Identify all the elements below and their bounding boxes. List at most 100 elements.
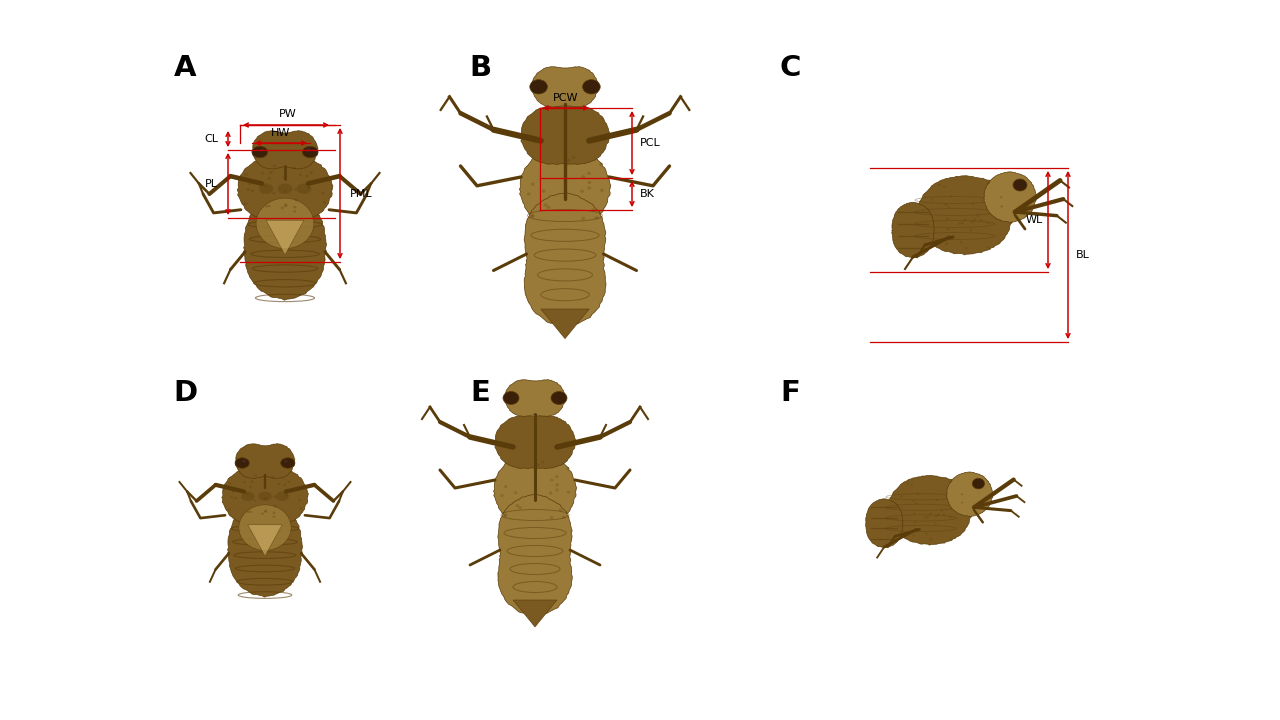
Ellipse shape <box>934 522 937 525</box>
Ellipse shape <box>259 184 274 194</box>
Ellipse shape <box>961 222 964 224</box>
Ellipse shape <box>913 534 915 536</box>
Ellipse shape <box>960 493 963 495</box>
Polygon shape <box>865 499 902 548</box>
Polygon shape <box>494 452 577 528</box>
Polygon shape <box>237 158 333 220</box>
Ellipse shape <box>961 501 964 503</box>
Ellipse shape <box>581 175 585 179</box>
Text: PML: PML <box>349 189 372 199</box>
Polygon shape <box>504 379 566 416</box>
Ellipse shape <box>973 478 984 489</box>
Ellipse shape <box>244 174 247 176</box>
Ellipse shape <box>945 243 948 245</box>
Text: BK: BK <box>640 189 655 199</box>
Ellipse shape <box>284 204 287 206</box>
Polygon shape <box>236 444 294 479</box>
Polygon shape <box>892 202 934 258</box>
Ellipse shape <box>256 198 314 248</box>
Ellipse shape <box>278 482 280 485</box>
Ellipse shape <box>298 174 302 176</box>
Ellipse shape <box>273 516 275 518</box>
Ellipse shape <box>283 176 287 179</box>
Ellipse shape <box>549 492 552 495</box>
Text: WL: WL <box>1025 215 1043 225</box>
Ellipse shape <box>236 458 250 468</box>
Ellipse shape <box>970 221 974 223</box>
Ellipse shape <box>915 502 918 505</box>
Ellipse shape <box>541 461 545 464</box>
Ellipse shape <box>234 497 237 499</box>
Ellipse shape <box>530 214 534 217</box>
Ellipse shape <box>1000 196 1002 199</box>
Ellipse shape <box>285 494 288 496</box>
Ellipse shape <box>241 492 255 501</box>
Ellipse shape <box>979 219 982 221</box>
Ellipse shape <box>273 495 275 498</box>
Ellipse shape <box>516 504 520 507</box>
Ellipse shape <box>294 199 298 201</box>
Text: HW: HW <box>271 128 291 138</box>
Ellipse shape <box>960 241 963 243</box>
Ellipse shape <box>556 475 558 478</box>
Ellipse shape <box>232 490 234 492</box>
Polygon shape <box>498 495 572 616</box>
Ellipse shape <box>230 495 233 498</box>
Ellipse shape <box>925 533 928 535</box>
Ellipse shape <box>321 192 325 194</box>
Text: F: F <box>780 379 800 407</box>
Ellipse shape <box>268 177 271 180</box>
Polygon shape <box>248 525 282 556</box>
Ellipse shape <box>274 505 276 508</box>
Ellipse shape <box>278 184 292 194</box>
Ellipse shape <box>957 222 961 225</box>
Ellipse shape <box>300 508 302 510</box>
Text: B: B <box>468 54 492 82</box>
Ellipse shape <box>500 494 504 497</box>
Ellipse shape <box>269 171 273 174</box>
Ellipse shape <box>261 172 264 174</box>
Ellipse shape <box>273 192 275 194</box>
Ellipse shape <box>275 492 289 501</box>
Ellipse shape <box>544 203 548 207</box>
Ellipse shape <box>306 175 308 177</box>
Polygon shape <box>513 600 557 627</box>
Polygon shape <box>243 194 326 300</box>
Ellipse shape <box>929 513 932 515</box>
Ellipse shape <box>244 202 247 205</box>
Ellipse shape <box>550 392 567 405</box>
Ellipse shape <box>284 459 288 462</box>
Text: PL: PL <box>205 179 218 189</box>
Ellipse shape <box>307 186 310 189</box>
Ellipse shape <box>293 206 297 208</box>
Polygon shape <box>531 66 599 107</box>
Ellipse shape <box>900 495 902 498</box>
Ellipse shape <box>246 188 250 191</box>
Ellipse shape <box>255 474 257 477</box>
Ellipse shape <box>310 171 312 174</box>
Ellipse shape <box>965 247 968 249</box>
Ellipse shape <box>260 148 264 151</box>
Polygon shape <box>916 176 1014 255</box>
Ellipse shape <box>906 482 909 485</box>
Ellipse shape <box>251 189 253 192</box>
Ellipse shape <box>253 499 256 502</box>
Ellipse shape <box>942 186 946 188</box>
Ellipse shape <box>913 512 915 515</box>
Polygon shape <box>524 193 605 327</box>
Ellipse shape <box>251 480 253 483</box>
Ellipse shape <box>264 510 268 513</box>
Ellipse shape <box>1000 205 1004 207</box>
Ellipse shape <box>518 506 522 509</box>
Ellipse shape <box>503 392 518 405</box>
Ellipse shape <box>950 538 952 540</box>
Polygon shape <box>984 172 1037 222</box>
Ellipse shape <box>941 510 943 512</box>
Ellipse shape <box>530 80 548 94</box>
Ellipse shape <box>588 186 591 189</box>
Ellipse shape <box>970 229 973 232</box>
Text: PW: PW <box>279 109 297 119</box>
Polygon shape <box>266 220 303 255</box>
Ellipse shape <box>562 516 566 518</box>
Ellipse shape <box>243 481 246 483</box>
